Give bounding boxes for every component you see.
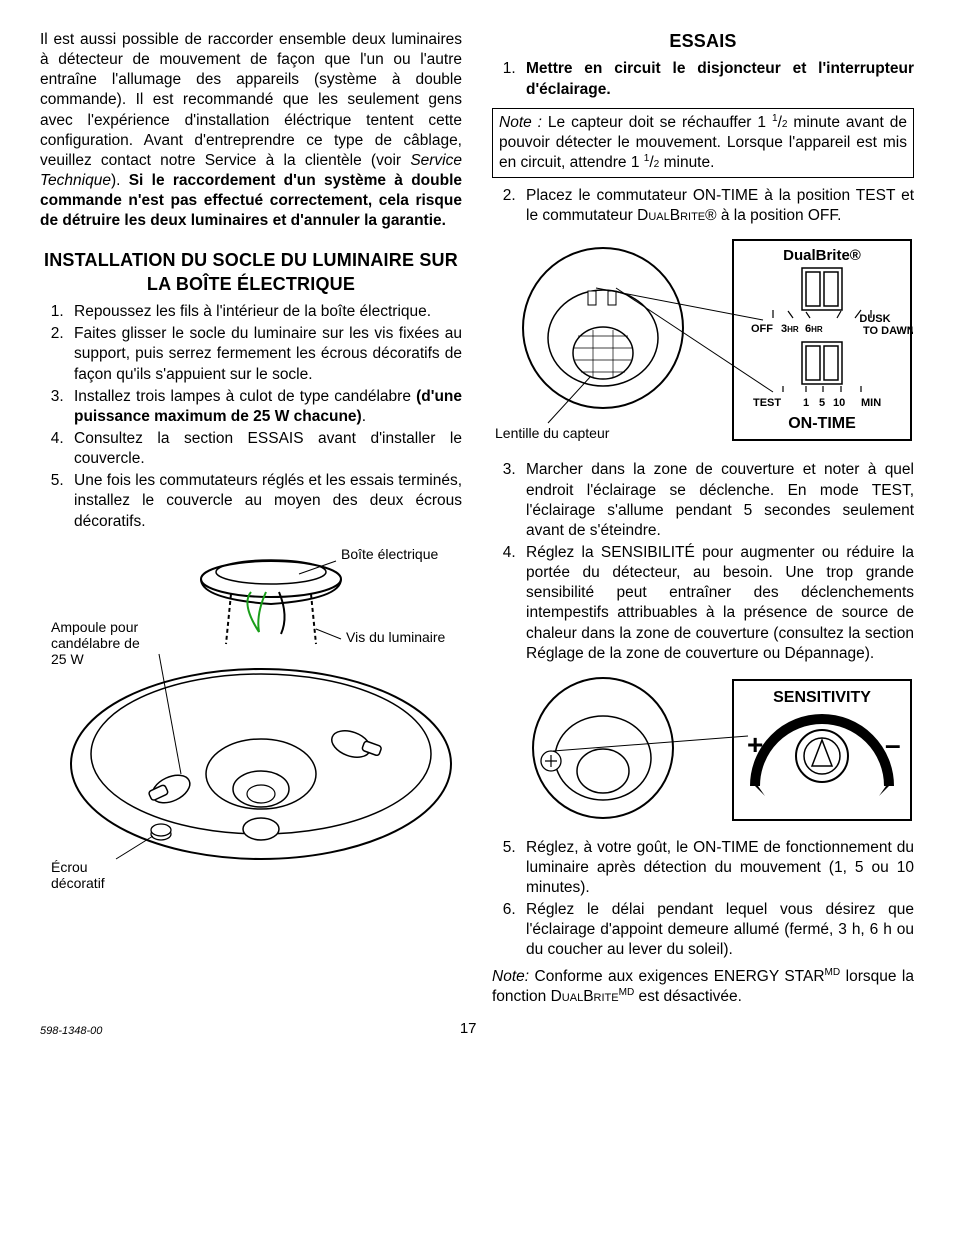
note-post: minute. (659, 154, 714, 171)
install-step-4: Consultez la section ESSAIS avant d'inst… (68, 429, 462, 469)
page-number: 17 (460, 1019, 477, 1039)
essais-step-2: Placez le commutateur ON-TIME à la posit… (520, 186, 914, 226)
note2-pre: Conforme aux exigences ENERGY STAR (529, 968, 824, 985)
install-step-1: Repoussez les fils à l'intérieur de la b… (68, 302, 462, 322)
t5: 5 (819, 397, 825, 409)
frac-num-2: 1 (644, 153, 650, 164)
min: MIN (861, 397, 881, 409)
note-label: Note : (499, 114, 542, 131)
install-heading: INSTALLATION DU SOCLE DU LUMINAIRE SUR L… (40, 249, 462, 296)
sensitivity-label: SENSITIVITY (773, 689, 871, 706)
note2-md1: MD (825, 966, 841, 977)
intro-text-mid: ). (111, 172, 129, 189)
dusk1: DUSK (859, 313, 890, 325)
doc-id: 598-1348-00 (40, 1024, 102, 1038)
dusk2: TO DAWN (863, 325, 913, 337)
figure-fixture: Boîte électrique Vis du luminaire Ampoul… (40, 544, 462, 904)
ontime: ON-TIME (788, 415, 856, 432)
energy-star-note: Note: Conforme aux exigences ENERGY STAR… (492, 967, 914, 1007)
install-step-5: Une fois les commutateurs réglés et les … (68, 471, 462, 531)
essais-4-mid: ou (759, 645, 785, 662)
right-column: ESSAIS Mettre en circuit le disjoncteur … (492, 30, 914, 1007)
plus-label: + (747, 729, 763, 760)
essais-4-ital2: Dépannage (785, 645, 865, 662)
figure-switches: Lentille du capteur DualBrite® OFF 3HR 6… (492, 238, 914, 448)
minus-label: – (885, 729, 901, 760)
fig1-boite-label: Boîte électrique (341, 546, 438, 562)
svg-text:3HR: 3HR (781, 323, 799, 335)
intro-text-pre: Il est aussi possible de raccorder ensem… (40, 31, 462, 169)
fig2-dualbrite: DualBrite® (783, 247, 861, 264)
install-step-3: Installez trois lampes à culot de type c… (68, 387, 462, 427)
off-label: OFF (751, 323, 773, 335)
install-step-2: Faites glisser le socle du luminaire sur… (68, 324, 462, 384)
intro-paragraph: Il est aussi possible de raccorder ensem… (40, 30, 462, 231)
svg-text:6HR: 6HR (805, 323, 823, 335)
note2-md2: MD (619, 987, 635, 998)
essais-step-1: Mettre en circuit le disjoncteur et l'in… (520, 59, 914, 99)
fig1-ampoule-3: 25 W (51, 651, 84, 667)
essais-2-db: ualBrite (648, 207, 705, 224)
note2-label: Note: (492, 968, 529, 985)
essais-list-c: Marcher dans la zone de couverture et no… (492, 460, 914, 663)
essais-step-1-text: Mettre en circuit le disjoncteur et l'in… (526, 60, 914, 97)
install-3-post: . (362, 408, 366, 425)
page-footer: 598-1348-00 17 (40, 1019, 914, 1039)
fig1-ampoule-1: Ampoule pour (51, 619, 139, 635)
essais-step-6: Réglez le délai pendant lequel vous dési… (520, 900, 914, 960)
fig1-ampoule-2: candélabre de (51, 635, 140, 651)
essais-list-b: Placez le commutateur ON-TIME à la posit… (492, 186, 914, 226)
essais-step-4: Réglez la SENSIBILITÉ pour augmenter ou … (520, 543, 914, 664)
essais-list-a: Mettre en circuit le disjoncteur et l'in… (492, 59, 914, 99)
fig1-ecrou-1: Écrou (51, 859, 88, 875)
6hr-hr: HR (811, 325, 823, 334)
left-column: Il est aussi possible de raccorder ensem… (40, 30, 462, 1007)
essais-4-post: ). (865, 645, 874, 662)
fig1-ecrou-2: décoratif (51, 875, 105, 891)
essais-heading: ESSAIS (492, 30, 914, 53)
essais-4-ital1: Réglage de la zone de couverture (526, 645, 759, 662)
note-pre: Le capteur doit se réchauffer 1 (542, 114, 772, 131)
note2-post: est désactivée. (634, 988, 742, 1005)
fig1-vis-label: Vis du luminaire (346, 629, 446, 645)
install-3-pre: Installez trois lampes à culot de type c… (74, 388, 416, 405)
note-warmup-box: Note : Le capteur doit se réchauffer 1 1… (492, 108, 914, 178)
t10: 10 (833, 397, 845, 409)
install-list: Repoussez les fils à l'intérieur de la b… (40, 302, 462, 532)
frac-num-1: 1 (772, 113, 778, 124)
test-label: TEST (753, 397, 781, 409)
figure-sensitivity: SENSITIVITY + – (492, 676, 914, 826)
3hr-hr: HR (787, 325, 799, 334)
essais-4-pre: Réglez la SENSIBILITÉ pour augmenter ou … (526, 544, 914, 642)
note2-db: ualBrite (562, 988, 619, 1005)
t1: 1 (803, 397, 809, 409)
fig2-lentille: Lentille du capteur (495, 425, 610, 441)
essais-step-5: Réglez, à votre goût, le ON-TIME de fonc… (520, 838, 914, 898)
essais-2-post: ® à la position OFF. (705, 207, 841, 224)
essais-step-3: Marcher dans la zone de couverture et no… (520, 460, 914, 541)
essais-list-d: Réglez, à votre goût, le ON-TIME de fonc… (492, 838, 914, 961)
